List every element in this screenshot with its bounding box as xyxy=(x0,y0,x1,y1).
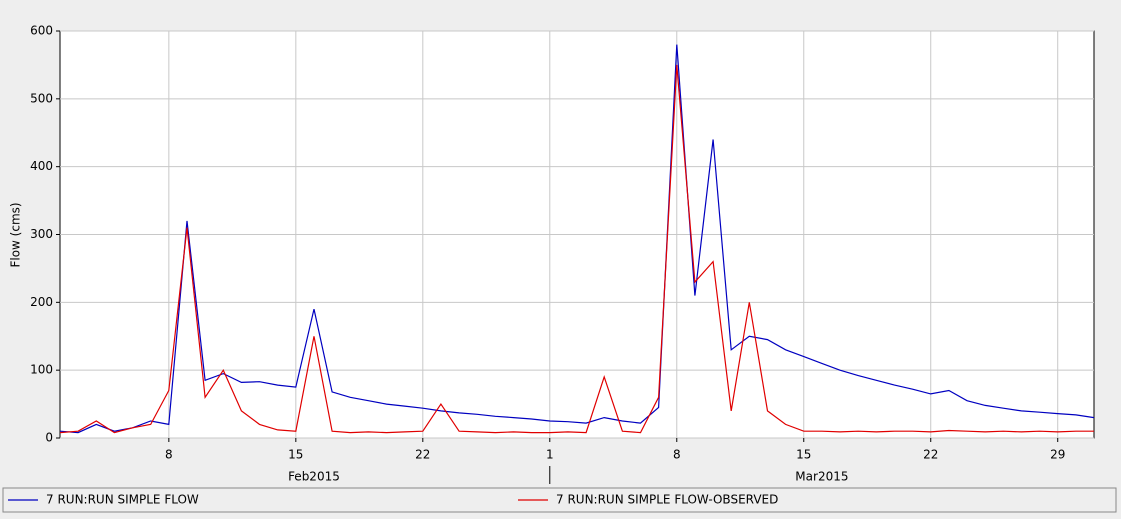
series-line xyxy=(59,44,1095,434)
x-tick-label: 15 xyxy=(796,448,811,462)
y-axis-label: Flow (cms) xyxy=(9,202,23,267)
y-tick-label: 0 xyxy=(45,431,53,445)
x-tick-label: 15 xyxy=(288,448,303,462)
x-tick-label: 22 xyxy=(415,448,430,462)
y-tick-label: 200 xyxy=(30,295,53,309)
x-tick-label: 1 xyxy=(546,448,554,462)
legend-label: 7 RUN:RUN SIMPLE FLOW-OBSERVED xyxy=(556,493,778,507)
x-tick-label: 8 xyxy=(673,448,681,462)
legend xyxy=(2,487,1117,513)
x-tick-label: 29 xyxy=(1050,448,1065,462)
y-tick-label: 600 xyxy=(30,24,53,38)
legend-label: 7 RUN:RUN SIMPLE FLOW xyxy=(46,493,199,507)
y-tick-label: 300 xyxy=(30,227,53,241)
month-label: Feb2015 xyxy=(288,470,340,484)
y-tick-label: 400 xyxy=(30,159,53,173)
x-tick-label: 22 xyxy=(923,448,938,462)
month-label: Mar2015 xyxy=(795,470,848,484)
y-tick-label: 500 xyxy=(30,91,53,105)
series-line xyxy=(59,64,1094,434)
x-tick-label: 8 xyxy=(165,448,173,462)
y-tick-label: 100 xyxy=(30,363,53,377)
